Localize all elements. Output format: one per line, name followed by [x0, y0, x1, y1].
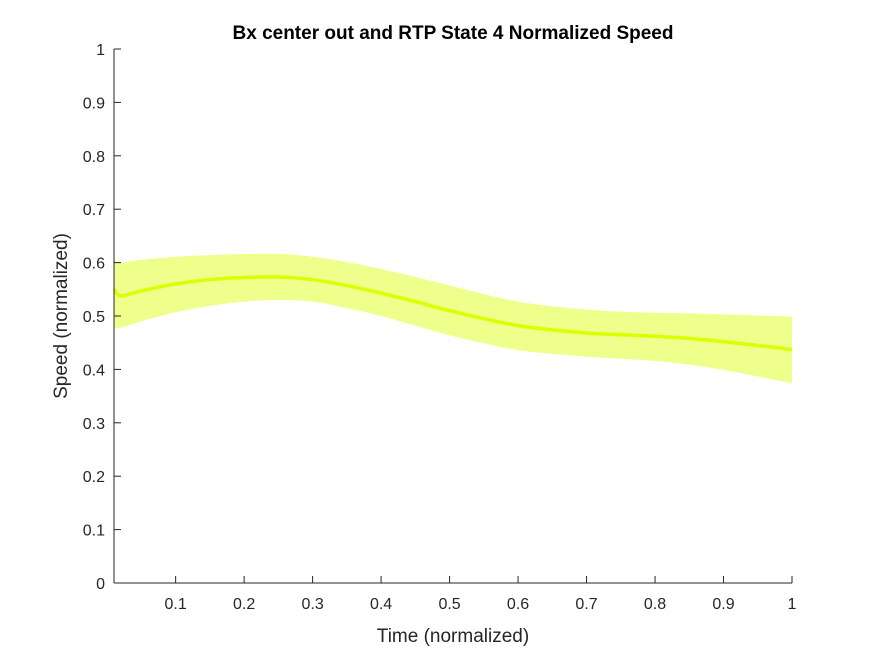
y-tick-label: 0.2: [83, 469, 105, 486]
y-tick-label: 0.4: [83, 362, 105, 379]
y-axis-label: Speed (normalized): [51, 233, 72, 399]
y-tick-label: 0.6: [83, 256, 105, 273]
y-tick-label: 0.3: [83, 416, 105, 433]
x-tick-label: 1: [788, 596, 797, 613]
mean-speed-line: [112, 275, 793, 352]
chart-title: Bx center out and RTP State 4 Normalized…: [233, 23, 674, 44]
axes: 0.1 0.2 0.3 0.4 0.5 0.6 0.7 0.8 0.9 1 0 0.1 0.2 0.3 0.…: [83, 42, 797, 613]
y-tick-label: 0.8: [83, 149, 105, 166]
y-tick-label: 0: [96, 576, 105, 593]
x-tick-label: 0.8: [644, 596, 666, 613]
y-tick-label: 0.7: [83, 202, 105, 219]
mean-line-layer: [112, 275, 793, 352]
x-tick-label: 0.7: [575, 596, 597, 613]
x-tick-label: 0.3: [301, 596, 323, 613]
y-tick-label: 0.5: [83, 309, 105, 326]
y-tick-label: 0.9: [83, 95, 105, 112]
x-tick-label: 0.1: [165, 596, 187, 613]
x-tick-label: 0.6: [507, 596, 529, 613]
x-tick-label: 0.5: [438, 596, 460, 613]
x-tick-label: 0.4: [370, 596, 392, 613]
y-tick-label: 0.1: [83, 523, 105, 540]
confidence-band: [114, 253, 792, 384]
x-tick-label: 0.9: [712, 596, 734, 613]
confidence-band-layer: [114, 253, 792, 384]
x-tick-label: 0.2: [233, 596, 255, 613]
y-tick-label: 1: [96, 42, 105, 59]
x-axis-label: Time (normalized): [377, 626, 529, 647]
